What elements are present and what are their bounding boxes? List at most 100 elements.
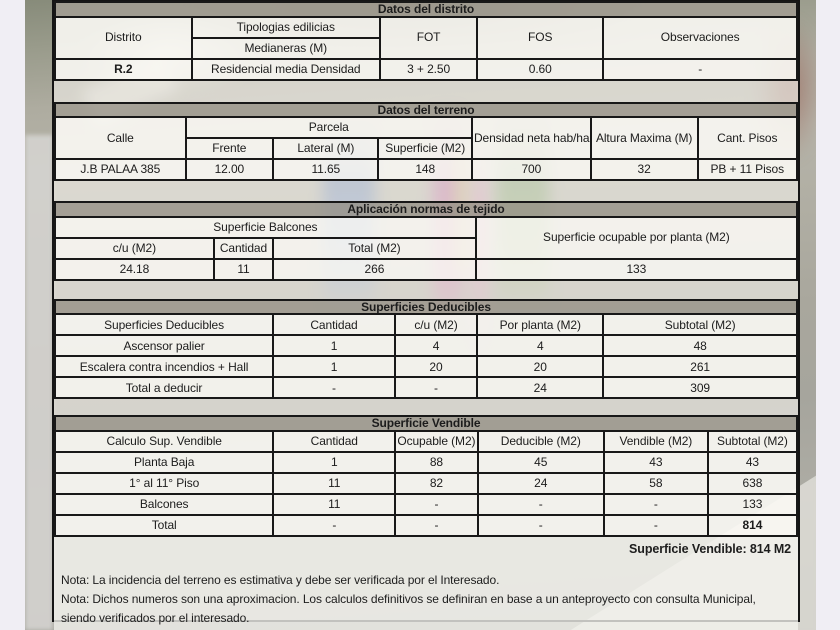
table-row: Escalera contra incendios + Hall 1 20 20… xyxy=(53,355,798,379)
tejido-table: Aplicación normas de tejido Superficie B… xyxy=(54,201,799,281)
column-header: Subtotal (M2) xyxy=(706,429,799,453)
cell: Ascensor palier xyxy=(53,334,275,358)
cell: - xyxy=(272,513,397,537)
section-gap xyxy=(54,181,798,202)
cell-distrito: R.2 xyxy=(54,57,193,81)
header-frente: Frente xyxy=(184,137,275,161)
cell: Escalera contra incendios + Hall xyxy=(53,355,275,379)
header-cantidad: Cantidad xyxy=(212,236,275,260)
cell: Total xyxy=(53,513,275,537)
column-header: Subtotal (M2) xyxy=(602,313,798,337)
header-parcela: Parcela xyxy=(184,116,473,140)
table-row: 1° al 11° Piso 11 82 24 58 638 xyxy=(53,471,799,495)
header-densidad: Densidad neta hab/ha xyxy=(470,116,592,161)
cell: 24 xyxy=(476,376,605,400)
cell-densidad: 700 xyxy=(470,158,592,182)
cell-fos: 0.60 xyxy=(476,57,605,81)
cell: - xyxy=(393,376,479,400)
tejido-table-title: Aplicación normas de tejido xyxy=(54,201,798,218)
cell: 82 xyxy=(394,471,479,495)
deducibles-table: Superficies Deducibles Superficies Deduc… xyxy=(53,298,798,400)
header-distrito: Distrito xyxy=(54,15,193,60)
cell: 1 xyxy=(272,450,397,474)
cell: 1° al 11° Piso xyxy=(53,471,275,495)
notes-region: Superficie Vendible: 814 M2 Nota: La inc… xyxy=(54,536,798,630)
header-fot: FOT xyxy=(378,15,479,60)
district-table-title: Datos del distrito xyxy=(54,1,798,18)
cell-fot: 3 + 2.50 xyxy=(378,57,479,81)
cell: - xyxy=(272,376,396,400)
district-table: Datos del distrito Distrito Tipologias e… xyxy=(54,1,798,81)
table-row: Total - - - - 814 xyxy=(53,513,799,537)
table-row: 24.18 11 266 133 xyxy=(54,257,799,281)
column-header: Por planta (M2) xyxy=(476,313,605,337)
section-gap xyxy=(54,399,798,416)
cell-total: 266 xyxy=(272,257,477,281)
cell: 58 xyxy=(602,471,709,495)
header-observaciones: Observaciones xyxy=(602,15,798,60)
note-line: Nota: La incidencia del terreno es estim… xyxy=(61,572,500,587)
section-gap xyxy=(54,280,798,299)
cell: 45 xyxy=(476,450,605,474)
cell: 638 xyxy=(706,471,799,495)
photo-wall-strip xyxy=(25,135,53,630)
cell-total-vendible: 814 xyxy=(706,513,799,537)
cell: - xyxy=(602,513,709,537)
notes-block: Nota: La incidencia del terreno es estim… xyxy=(61,571,791,628)
cell: 24 xyxy=(476,471,605,495)
cell: - xyxy=(476,513,605,537)
cell: 11 xyxy=(272,471,397,495)
header-balcones: Superficie Balcones xyxy=(54,215,477,239)
table-row: R.2 Residencial media Densidad 3 + 2.50 … xyxy=(54,57,798,81)
vendible-table: Superficie Vendible Calculo Sup. Vendibl… xyxy=(53,415,799,537)
cell-tipologia: Residencial media Densidad xyxy=(190,57,381,81)
table-row: Total a deducir - - 24 309 xyxy=(53,376,798,400)
cell: 48 xyxy=(602,334,798,358)
cell: 261 xyxy=(602,355,798,379)
cell-frente: 12.00 xyxy=(184,158,275,182)
table-row: Ascensor palier 1 4 4 48 xyxy=(53,334,798,358)
header-cu: c/u (M2) xyxy=(54,236,215,260)
column-header: Ocupable (M2) xyxy=(394,429,479,453)
cell: 20 xyxy=(393,355,479,379)
header-total: Total (M2) xyxy=(272,236,477,260)
header-ocupable-planta: Superficie ocupable por planta (M2) xyxy=(474,215,799,260)
deducibles-table-title: Superficies Deducibles xyxy=(54,298,798,316)
cell: 88 xyxy=(394,450,479,474)
column-header: Calculo Sup. Vendible xyxy=(53,429,275,453)
column-header: Cantidad xyxy=(272,313,396,337)
total-vendible-summary: Superficie Vendible: 814 M2 xyxy=(629,541,791,556)
header-superficie: Superficie (M2) xyxy=(377,137,473,161)
cell: 1 xyxy=(272,355,396,379)
terrain-table: Datos del terreno Calle Parcela Densidad… xyxy=(54,101,799,182)
cell: Planta Baja xyxy=(53,450,275,474)
cell: - xyxy=(602,492,709,516)
cell: 1 xyxy=(272,334,396,358)
cell: - xyxy=(394,513,479,537)
header-fos: FOS xyxy=(476,15,605,60)
table-row: J.B PALAA 385 12.00 11.65 148 700 32 PB … xyxy=(54,158,799,182)
header-tipologias: Tipologias edilicias xyxy=(190,15,381,39)
cell: 11 xyxy=(272,492,397,516)
cell-superficie: 148 xyxy=(377,158,473,182)
header-medianeras: Medianeras (M) xyxy=(190,36,381,60)
cell: 4 xyxy=(393,334,479,358)
column-header: Deducible (M2) xyxy=(476,429,605,453)
terrain-table-title: Datos del terreno xyxy=(54,101,798,119)
cell-cu: 24.18 xyxy=(54,257,215,281)
cell-calle: J.B PALAA 385 xyxy=(54,158,187,182)
vendible-table-title: Superficie Vendible xyxy=(54,415,798,432)
header-calle: Calle xyxy=(54,116,187,161)
header-pisos: Cant. Pisos xyxy=(696,116,799,161)
cell-ocupable: 133 xyxy=(474,257,799,281)
cell: - xyxy=(476,492,605,516)
section-gap xyxy=(54,80,798,102)
cell: 309 xyxy=(602,376,798,400)
note-line: Nota: Dichos numeros son una aproximacio… xyxy=(61,591,756,625)
header-altura: Altura Maxima (M) xyxy=(589,116,699,161)
zoning-report: Datos del distrito Distrito Tipologias e… xyxy=(52,0,800,630)
cell: 133 xyxy=(706,492,799,516)
cell: 4 xyxy=(476,334,605,358)
cell: Total a deducir xyxy=(53,376,275,400)
